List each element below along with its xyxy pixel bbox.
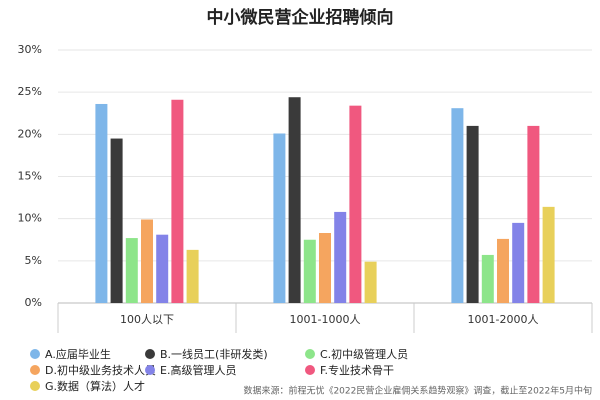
bar xyxy=(451,108,464,303)
y-tick-label: 15% xyxy=(18,170,42,183)
legend-marker xyxy=(30,349,40,359)
bar xyxy=(364,261,377,303)
x-tick-label: 100人以下 xyxy=(120,313,174,326)
legend-marker xyxy=(145,365,155,375)
legend-label: F.专业技术骨干 xyxy=(320,363,394,377)
legend-marker xyxy=(305,349,315,359)
source-note: 数据来源：前程无忧《2022民营企业雇佣关系趋势观察》调查，截止至2022年5月… xyxy=(243,385,592,397)
bar xyxy=(497,238,509,303)
bar xyxy=(273,133,286,303)
bar xyxy=(349,105,362,303)
chart-title: 中小微民营企业招聘倾向 xyxy=(207,7,394,28)
y-tick-label: 5% xyxy=(25,254,42,267)
bar xyxy=(527,125,540,304)
bar xyxy=(288,97,301,303)
legend-marker xyxy=(145,349,155,359)
legend-marker xyxy=(30,365,40,375)
bar xyxy=(481,254,494,303)
bar xyxy=(110,138,123,303)
y-tick-label: 30% xyxy=(18,43,42,56)
bar xyxy=(334,211,347,303)
bar xyxy=(95,103,108,304)
legend-label: D.初中级业务技术人员 xyxy=(45,363,156,377)
legend-marker xyxy=(30,381,40,391)
y-tick-label: 10% xyxy=(18,212,42,225)
bar xyxy=(512,222,525,303)
bar xyxy=(141,219,153,303)
legend-label: E.高级管理人员 xyxy=(160,363,236,377)
y-tick-label: 25% xyxy=(18,85,42,98)
y-tick-label: 20% xyxy=(18,127,42,140)
legend-label: C.初中级管理人员 xyxy=(320,347,408,361)
bar xyxy=(319,233,331,303)
bar xyxy=(303,239,316,303)
bar xyxy=(125,238,138,303)
legend-label: B.一线员工(非研发类) xyxy=(160,347,268,361)
bar xyxy=(466,125,479,304)
bar xyxy=(171,99,184,303)
x-tick-label: 1001-2000人 xyxy=(468,313,539,326)
legend-label: G.数据（算法）人才 xyxy=(45,379,145,393)
x-tick-label: 1001-1000人 xyxy=(290,313,361,326)
bar xyxy=(156,234,169,303)
legend-marker xyxy=(305,365,315,375)
bar xyxy=(542,206,555,303)
legend-label: A.应届毕业生 xyxy=(45,347,111,361)
bar xyxy=(186,249,199,303)
y-tick-label: 0% xyxy=(25,296,42,309)
